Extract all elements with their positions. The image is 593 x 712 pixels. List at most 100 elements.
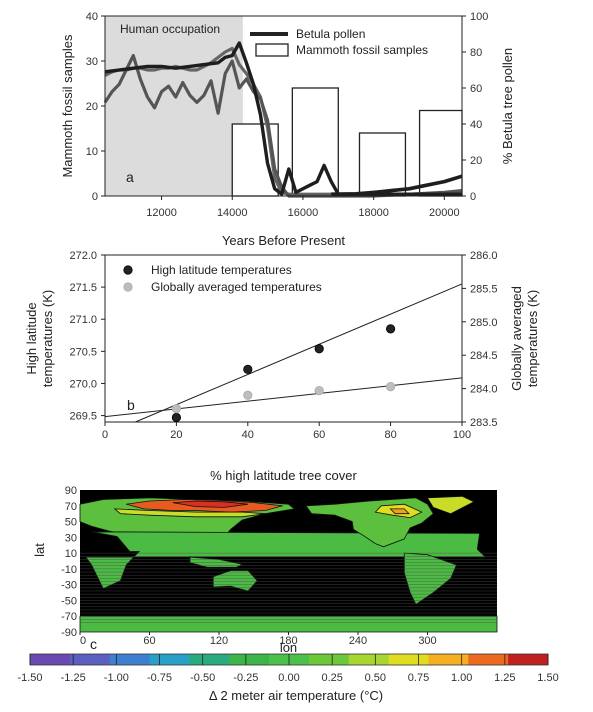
colorbar-tick-label: 0.75 [408,672,429,684]
panel-b-letter: b [127,397,135,413]
colorbar-tick-label: -0.50 [190,672,215,684]
panel-c: 0 60 120 180 240 300 90 70 50 30 10 -10 -30 -50 -70 -9… [17,485,558,703]
y-tick-label: 30 [86,56,98,68]
y-tick-label: 80 [470,47,482,59]
y-tick-label: 0 [92,191,98,203]
y-tick-label: 284.5 [470,350,498,362]
panel-a-right-ticks: 0 20 40 60 80 100 [462,11,488,203]
legend-mammoth-label: Mammoth fossil samples [296,43,428,57]
x-tick-label: 180 [279,635,297,647]
panel-b-left-y-label: High latitude temperatures (K) [24,290,55,388]
y-label-line: temperatures (K) [40,290,55,388]
panel-b-right-y-label: Globally averaged temperatures (K) [509,286,540,391]
y-tick-label: 270.5 [69,346,97,358]
y-tick-label: 272.0 [69,250,97,262]
colorbar-tick-label: 0.25 [321,672,342,684]
panel-a-letter: a [126,169,134,185]
legend-betula-label: Betula pollen [296,27,365,41]
x-tick-label: 300 [418,635,436,647]
colorbar-segment [189,654,230,665]
y-tick-label: -70 [61,611,77,623]
map-region-australia [212,570,258,592]
y-label-line: temperatures (K) [525,290,540,388]
x-tick-label: 40 [242,429,254,441]
panel-c-x-label: lon [280,640,297,655]
x-tick-label: 20000 [429,207,460,219]
betula-line-4 [331,174,463,196]
colorbar-segment [30,654,71,665]
panel-b-right-ticks: 283.5 284.0 284.5 285.0 285.5 286.0 [462,250,498,429]
legend-label: High latitude temperatures [151,263,292,277]
colorbar-segment [308,654,350,665]
map-region-antarctica [79,615,498,633]
y-tick-label: 283.5 [470,417,498,429]
y-tick-label: 286.0 [470,250,498,262]
panel-a-x-label: Years Before Present [222,233,345,248]
panel-a-left-y-label: Mammoth fossil samples [60,34,75,178]
y-tick-label: 40 [470,119,482,131]
panel-c-y-label: lat [32,543,47,557]
colorbar-tick-label: 1.00 [451,672,472,684]
y-tick-label: 90 [65,485,77,497]
y-tick-label: 20 [86,101,98,113]
colorbar-tick-label: 0.50 [365,672,386,684]
y-tick-label: 285.0 [470,317,498,329]
y-tick-label: 30 [65,532,77,544]
global-point [314,386,324,396]
high-lat-point [243,364,253,374]
x-tick-label: 18000 [358,207,389,219]
colorbar-tick-label: -0.25 [233,672,258,684]
x-tick-label: 120 [210,635,228,647]
global-point [385,381,396,392]
map-region-na-hot [389,508,410,515]
y-tick-label: 10 [86,146,98,158]
legend-marker [123,282,133,292]
y-tick-label: 269.5 [69,411,97,423]
panel-a-legend: Betula pollen Mammoth fossil samples [250,27,428,57]
panel-b-x-ticks: 0 20 40 60 80 100 [102,422,471,441]
x-tick-label: 0 [102,429,108,441]
colorbar-tick-label: -1.25 [61,672,86,684]
x-tick-label: 14000 [217,207,248,219]
y-tick-label: 284.0 [470,384,498,396]
legend-marker [123,265,133,275]
panel-b-frame [104,254,463,423]
colorbar-segment [109,654,151,665]
colorbar-segment [348,654,390,665]
y-tick-label: 50 [65,517,77,529]
y-tick-label: 270.0 [69,378,97,390]
fit-line-2 [104,377,463,418]
y-tick-label: 271.0 [69,314,97,326]
panel-c-y-ticks: 90 70 50 30 10 -10 -30 -50 -70 -90 [61,485,77,639]
x-tick-label: 240 [349,635,367,647]
mammoth-bar-3 [358,132,407,197]
colorbar-tick-label: -1.50 [17,672,42,684]
x-tick-label: 60 [143,635,155,647]
x-tick-label: 12000 [146,207,177,219]
map-region-eurasia-mid [113,508,266,518]
x-tick-label: 60 [313,429,325,441]
colorbar-tick-label: -1.00 [104,672,129,684]
colorbar-segment [229,654,270,665]
colorbar-tick-label: -0.75 [147,672,172,684]
colorbar-segment [508,654,549,665]
global-point [243,390,253,400]
y-tick-label: 271.5 [69,282,97,294]
panel-b-left-ticks: 269.5 270.0 270.5 271.0 271.5 272.0 [69,250,105,423]
x-tick-label: 100 [453,429,471,441]
y-label-line: Globally averaged [509,286,524,391]
panel-b: 0 20 40 60 80 100 269.5 270.0 270.5 271.0 271.5 27… [24,250,540,483]
y-tick-label: 0 [470,191,476,203]
map-land-anomaly [79,495,498,633]
panel-b-x-label: % high latitude tree cover [210,468,357,483]
high-lat-point [314,344,324,354]
global-point [171,404,181,414]
panel-a-x-ticks: 12000 14000 16000 18000 20000 [146,196,460,219]
panel-a: Human occupation 12000 14000 16000 18000 200… [60,11,515,248]
colorbar-segment [468,654,509,665]
high-lat-point [171,412,181,423]
colorbar-segment [388,654,429,665]
y-label-line: High latitude [24,302,39,374]
map-region-greenland [426,495,475,515]
y-tick-label: 100 [470,11,488,23]
